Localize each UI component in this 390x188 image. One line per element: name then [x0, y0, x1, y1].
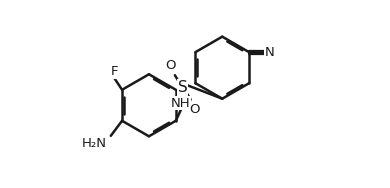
Text: H₂N: H₂N [82, 137, 107, 150]
Text: NH: NH [170, 97, 190, 110]
Text: N: N [264, 46, 274, 59]
Text: O: O [165, 59, 176, 72]
Text: S: S [178, 80, 188, 95]
Text: O: O [190, 102, 200, 116]
Text: F: F [111, 65, 118, 78]
